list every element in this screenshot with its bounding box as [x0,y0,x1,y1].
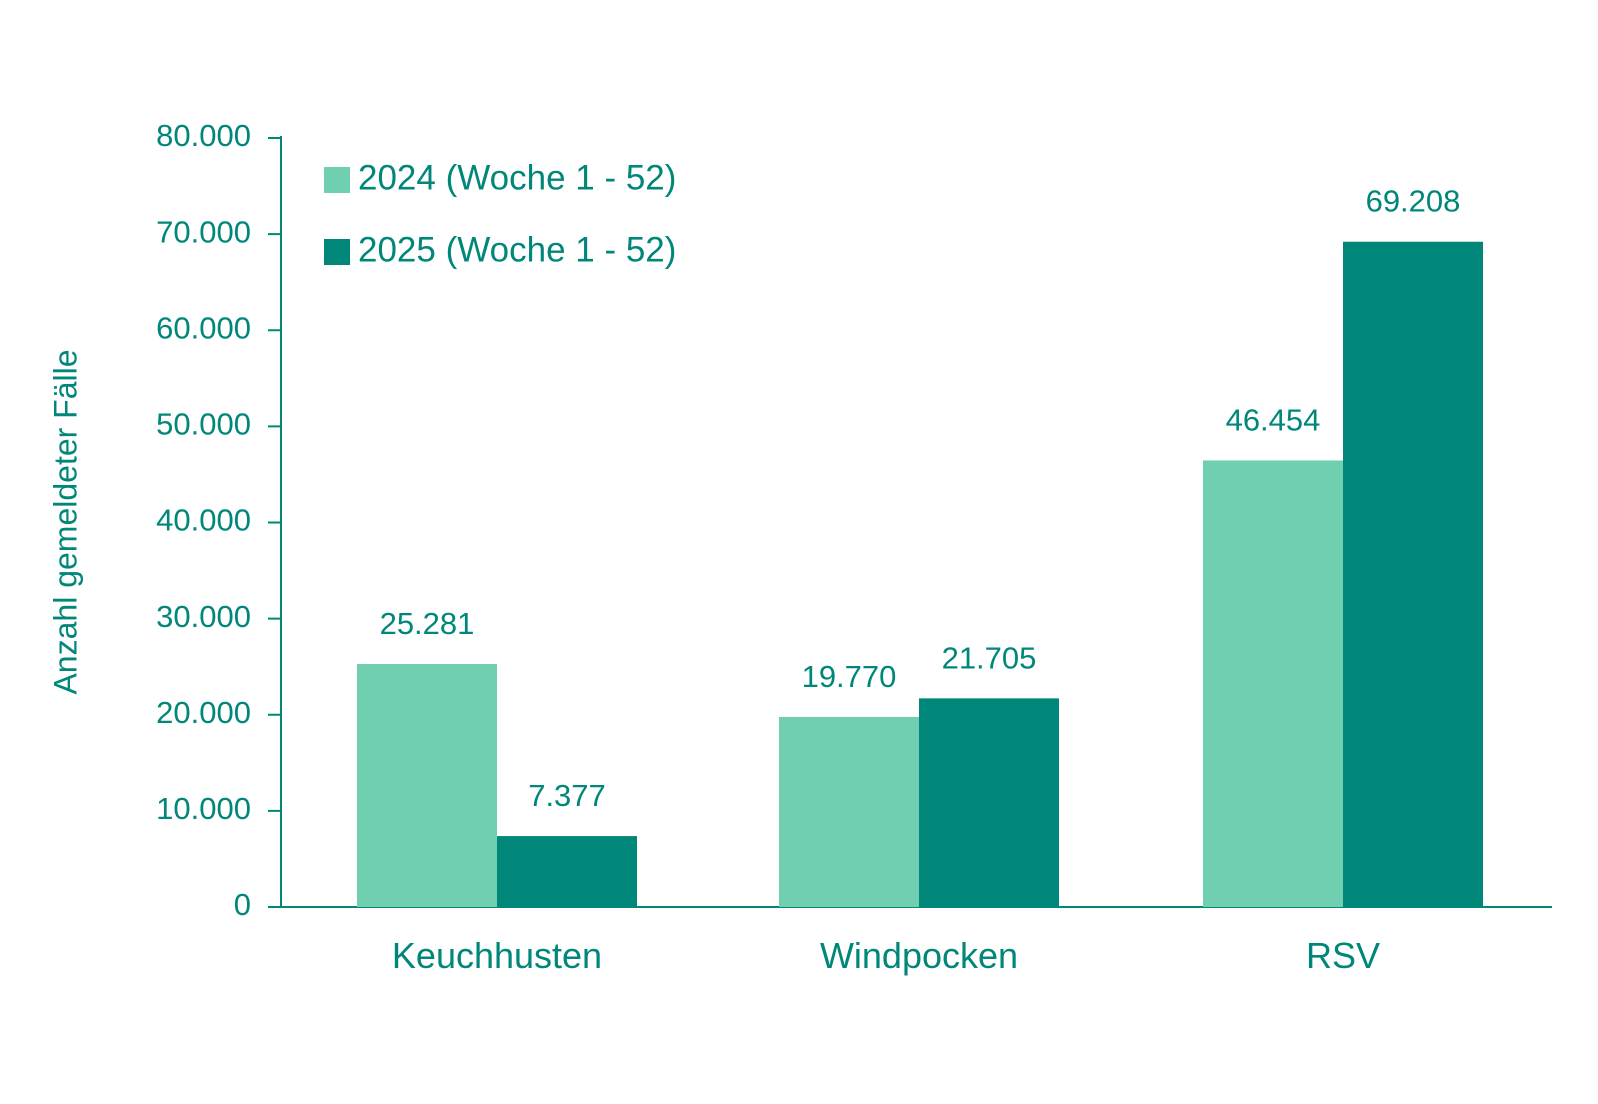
y-tick-label: 40.000 [156,503,251,538]
data-label: 69.208 [1366,184,1461,219]
y-tick-label: 60.000 [156,310,251,345]
legend-label: 2024 (Woche 1 - 52) [358,158,676,197]
y-tick-label: 80.000 [156,118,251,153]
bar-2024-keuchhusten [357,663,497,907]
y-tick-label: 20.000 [156,695,251,730]
data-label: 19.770 [802,659,897,694]
data-label: 7.377 [528,778,606,813]
category-label: RSV [1306,935,1380,976]
y-tick-label: 30.000 [156,599,251,634]
bar-2024-windpocken [779,716,919,907]
y-axis-title: Anzahl gemeldeter Fälle [47,349,83,694]
data-label: 21.705 [942,640,1037,675]
y-tick-label: 10.000 [156,791,251,826]
category-label: Keuchhusten [392,935,602,976]
y-tick-label: 50.000 [156,407,251,442]
bar-2024-rsv [1203,460,1343,907]
legend-swatch [324,239,350,265]
y-tick-label: 0 [234,887,251,922]
data-label: 25.281 [380,606,475,641]
data-label: 46.454 [1226,402,1321,437]
category-label: Windpocken [820,935,1018,976]
legend-label: 2025 (Woche 1 - 52) [358,230,676,269]
y-tick-label: 70.000 [156,214,251,249]
legend-swatch [324,167,350,193]
bar-2025-rsv [1343,241,1483,907]
bar-2025-keuchhusten [497,836,637,907]
bar-2025-windpocken [919,698,1059,907]
